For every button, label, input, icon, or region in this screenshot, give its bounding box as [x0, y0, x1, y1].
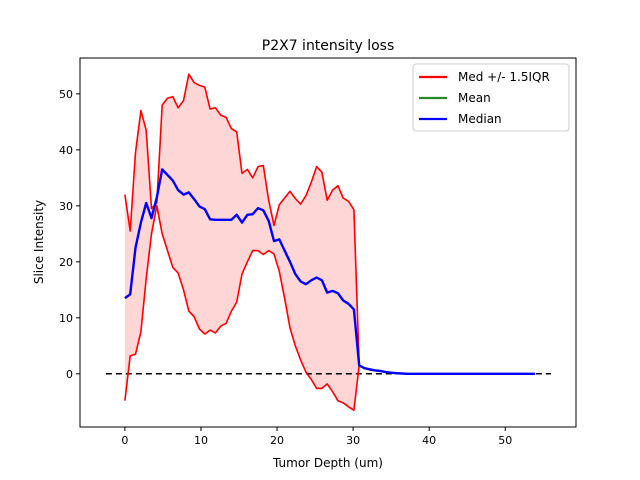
legend-box	[412, 63, 570, 132]
x-axis-label: Tumor Depth (um)	[272, 456, 383, 470]
x-tick-label: 10	[194, 434, 208, 447]
x-tick-label: 0	[121, 434, 128, 447]
y-tick-label: 20	[59, 256, 73, 269]
y-tick-label: 0	[66, 368, 73, 381]
chart-title: P2X7 intensity loss	[262, 38, 395, 54]
y-axis-label: Slice Intensity	[32, 200, 46, 284]
iqr-band-layer	[124, 74, 535, 411]
y-tick-label: 10	[59, 312, 73, 325]
y-tick-label: 50	[59, 88, 73, 101]
x-tick-label: 50	[498, 434, 512, 447]
x-tick-label: 20	[270, 434, 284, 447]
x-tick-label: 30	[346, 434, 360, 447]
x-tick-label: 40	[422, 434, 436, 447]
y-tick-label: 40	[59, 144, 73, 157]
x-axis-ticks: 0 10 20 30 40 50	[121, 427, 512, 447]
legend-label: Median	[458, 112, 502, 126]
plot-frame	[79, 57, 577, 428]
legend-label: Mean	[458, 91, 491, 105]
median-line	[124, 168, 535, 375]
iqr-band	[124, 74, 535, 411]
legend-label: Med +/- 1.5IQR	[458, 70, 550, 84]
series-lines-layer	[105, 73, 551, 412]
legend: Med +/- 1.5IQR Mean Median	[412, 63, 570, 132]
y-axis-ticks: 0 10 20 30 40 50	[59, 88, 80, 381]
y-tick-label: 30	[59, 200, 73, 213]
